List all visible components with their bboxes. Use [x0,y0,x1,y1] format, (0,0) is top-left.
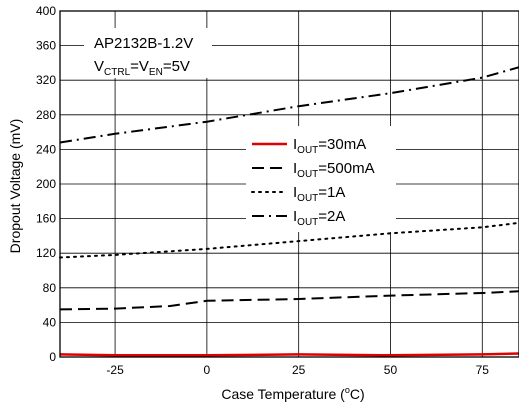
annotation-eq-v: =V [130,58,149,75]
y-tick-label: 280 [36,108,56,122]
x-tick-labels: -25 0 25 50 75 [106,363,489,377]
annotation-sub-en: EN [149,67,163,78]
y-tick-label: 120 [36,246,56,260]
legend-label-1: IOUT=500mA [293,160,375,180]
y-tick-label: 200 [36,177,56,191]
y-tick-label: 360 [36,39,56,53]
annotation-sub-ctrl: CTRL [104,67,131,78]
series-line-3 [59,66,519,144]
x-axis-label: Case Temperature (oC) [221,385,364,402]
x-tick-label: 50 [384,363,398,377]
y-tick-labels: 0 40 80 120 160 200 240 280 320 360 400 [36,4,56,364]
annotation-value: =5V [163,58,190,75]
legend-label-2: IOUT=1A [293,184,345,204]
series-layer [59,66,519,357]
y-tick-label: 240 [36,142,56,156]
legend-label-3: IOUT=2A [293,208,345,228]
annotation-line2: VCTRL=VEN=5V [94,58,190,78]
y-tick-label: 160 [36,212,56,226]
annotation-box [84,28,212,78]
y-tick-label: 40 [43,315,57,329]
annotation-v1: V [94,58,104,75]
y-tick-label: 80 [43,281,57,295]
x-axis-label-degree: o [345,385,350,395]
y-tick-label: 320 [36,73,56,87]
x-tick-label: 75 [476,363,490,377]
legend-label-0: IOUT=30mA [293,136,366,156]
y-axis-label: Dropout Voltage (mV) [7,119,23,254]
series-line-1 [59,290,519,311]
plot-frame [59,10,519,358]
legend: IOUT=30mA IOUT=500mA IOUT=1A IOUT=2A [251,136,375,228]
x-tick-label: 0 [204,363,211,377]
y-tick-label: 400 [36,4,56,18]
series-line-2 [59,221,519,259]
y-tick-label: 0 [49,350,56,364]
x-tick-label: -25 [106,363,124,377]
annotation-line1: AP2132B-1.2V [94,35,193,52]
x-tick-label: 25 [292,363,306,377]
series-line-0 [59,352,519,357]
